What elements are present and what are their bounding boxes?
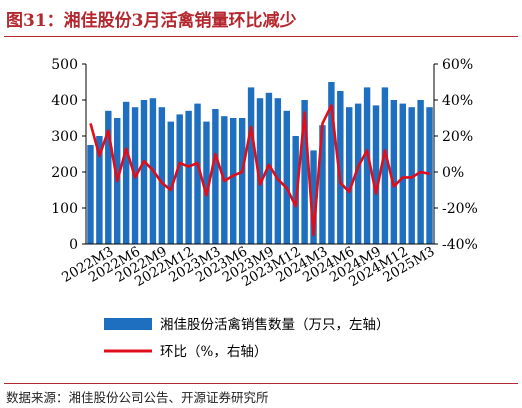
bar xyxy=(230,118,237,244)
legend-line-label: 环比（%，右轴） xyxy=(160,344,267,360)
bar xyxy=(354,103,362,244)
left-tick-label: 200 xyxy=(51,165,78,181)
bar xyxy=(310,150,317,244)
line-series xyxy=(89,104,430,237)
axes: 0 100 200 300 400 500 -40% -20% 0% 20% 40% 60% xyxy=(51,57,478,253)
right-tick-label: 40% xyxy=(442,93,473,109)
bar xyxy=(87,145,94,244)
left-tick-label: 0 xyxy=(69,237,78,253)
bar xyxy=(408,107,415,244)
bar xyxy=(274,98,282,244)
bar xyxy=(194,103,201,244)
right-tick-label: 0% xyxy=(442,165,464,181)
legend-bar-swatch xyxy=(104,318,152,330)
bar xyxy=(167,121,174,244)
combo-chart: 0 100 200 300 400 500 -40% -20% 0% 20% 40% 60% 2022… xyxy=(51,57,478,360)
right-tick-label: 20% xyxy=(442,129,473,145)
right-tick-label: -20% xyxy=(442,201,478,217)
bar xyxy=(158,107,166,244)
right-tick-label: -40% xyxy=(442,237,478,253)
bar xyxy=(337,91,344,244)
bar xyxy=(390,100,398,244)
chart-area: 0 100 200 300 400 500 -40% -20% 0% 20% 40% 60% 2022… xyxy=(0,40,522,380)
bar xyxy=(399,103,406,244)
source-divider xyxy=(4,383,518,384)
legend-bar-label: 湘佳股份活禽销售数量（万只，左轴） xyxy=(160,316,390,333)
bar xyxy=(122,101,130,244)
bar xyxy=(140,100,148,244)
left-tick-label: 500 xyxy=(51,57,78,73)
bar xyxy=(283,110,290,244)
bar xyxy=(176,114,183,245)
figure-title: 图31：湘佳股份3月活禽销量环比减少 xyxy=(6,11,297,31)
bar xyxy=(96,136,103,244)
x-tick-labels: 2022M32022M62022M92022M122023M32023M6202… xyxy=(59,244,437,291)
bar xyxy=(426,107,433,244)
bar xyxy=(203,121,210,244)
bar xyxy=(381,87,389,245)
left-tick-label: 400 xyxy=(51,93,78,109)
bar xyxy=(301,100,308,244)
left-tick-label: 100 xyxy=(51,201,78,217)
legend: 湘佳股份活禽销售数量（万只，左轴） 环比（%，右轴） xyxy=(104,316,390,360)
bar xyxy=(265,92,273,244)
bar xyxy=(328,82,335,244)
left-tick-label: 300 xyxy=(51,129,78,145)
bar xyxy=(363,87,371,245)
bar xyxy=(319,125,326,244)
bar xyxy=(372,105,380,245)
bar xyxy=(256,98,264,244)
bar xyxy=(185,110,192,244)
bar-series xyxy=(87,82,433,245)
bar xyxy=(346,107,353,244)
bar xyxy=(247,87,255,245)
bar xyxy=(212,109,219,244)
right-tick-label: 60% xyxy=(442,57,473,73)
title-block: 图31：湘佳股份3月活禽销量环比减少 xyxy=(0,0,522,40)
source-note: 数据来源：湘佳股份公司公告、开源证券研究所 xyxy=(6,390,269,405)
title-divider xyxy=(4,36,518,37)
bar xyxy=(105,110,112,244)
bar xyxy=(238,118,246,244)
mom-line xyxy=(89,104,430,237)
bar xyxy=(292,136,299,244)
